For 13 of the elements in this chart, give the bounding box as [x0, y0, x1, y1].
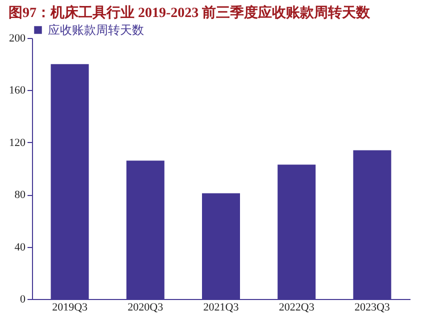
legend-label: 应收账款周转天数 [48, 23, 144, 37]
x-tick-label: 2023Q3 [354, 302, 390, 314]
y-tick-label: 160 [9, 84, 26, 97]
y-tick-label: 120 [9, 136, 26, 149]
x-tick-label: 2021Q3 [203, 302, 240, 314]
x-tick-label: 2019Q3 [52, 302, 88, 314]
chart-title: 图97：机床工具行业 2019-2023 前三季度应收账款周转天数 [8, 4, 372, 21]
y-tick-label: 200 [9, 32, 26, 44]
x-tick-label: 2022Q3 [278, 302, 315, 314]
y-tick-label: 40 [14, 241, 26, 254]
y-tick-label: 80 [14, 189, 26, 202]
x-tick-label: 2020Q3 [128, 302, 164, 314]
y-tick-label: 0 [20, 294, 26, 306]
